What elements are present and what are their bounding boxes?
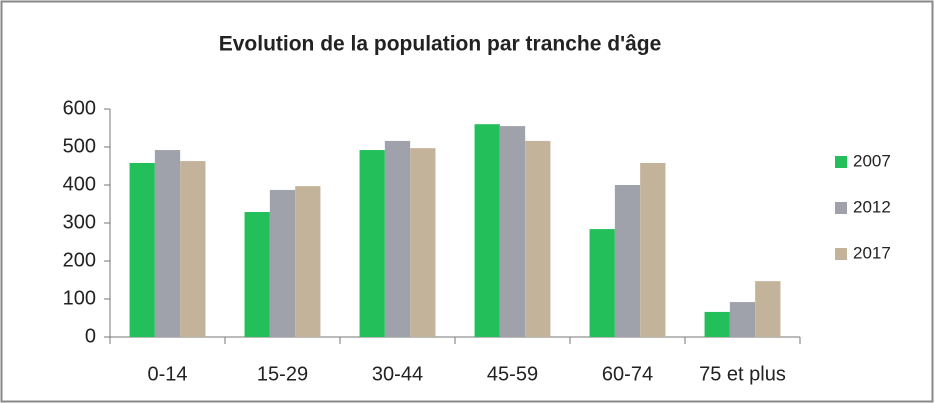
legend-swatch — [835, 156, 847, 168]
bar — [244, 211, 270, 337]
legend-label: 2012 — [853, 197, 891, 216]
bar — [474, 124, 500, 337]
bar — [295, 186, 321, 337]
bar — [410, 148, 436, 337]
x-tick-label: 45-59 — [487, 363, 538, 385]
bar — [384, 140, 411, 337]
y-tick-label: 300 — [63, 211, 96, 233]
y-tick-label: 0 — [85, 325, 96, 347]
bar — [729, 302, 756, 337]
bar — [640, 162, 666, 337]
x-tick-label: 75 et plus — [699, 363, 786, 385]
y-tick-label: 400 — [63, 173, 96, 195]
bar — [269, 189, 296, 337]
bar — [614, 185, 641, 337]
x-tick-label: 60-74 — [602, 363, 653, 385]
y-tick-label: 500 — [63, 135, 96, 157]
legend-swatch — [835, 248, 847, 260]
bar — [154, 150, 181, 337]
x-tick-label: 0-14 — [147, 363, 187, 385]
bar — [359, 150, 385, 337]
bar — [129, 162, 155, 337]
y-tick-label: 200 — [63, 249, 96, 271]
legend-swatch — [835, 202, 847, 214]
x-tick-label: 15-29 — [257, 363, 308, 385]
bar — [589, 229, 615, 337]
y-tick-label: 600 — [63, 97, 96, 119]
x-tick-label: 30-44 — [372, 363, 423, 385]
bar — [499, 126, 526, 337]
bar — [525, 140, 551, 337]
legend-label: 2007 — [853, 151, 891, 170]
bar — [704, 311, 730, 337]
legend-label: 2017 — [853, 243, 891, 262]
chart-title: Evolution de la population par tranche d… — [219, 33, 662, 56]
bar — [755, 281, 781, 337]
bar — [180, 161, 206, 337]
y-tick-label: 100 — [63, 287, 96, 309]
